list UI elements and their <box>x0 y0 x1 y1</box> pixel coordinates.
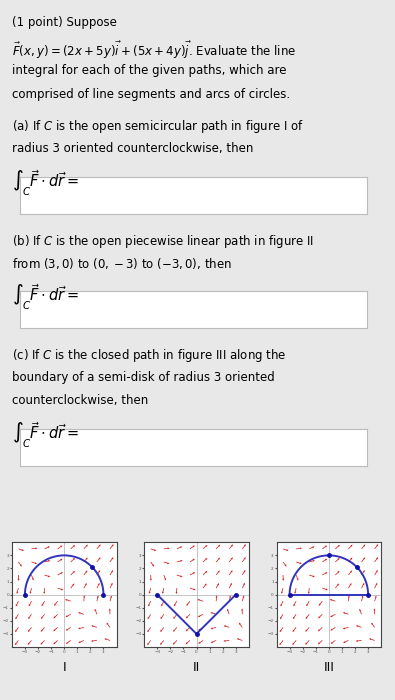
Text: II: II <box>193 661 200 674</box>
Text: (b) If $C$ is the open piecewise linear path in figure II: (b) If $C$ is the open piecewise linear … <box>12 232 314 250</box>
Text: from $(3, 0)$ to $(0, -3)$ to $(-3, 0)$, then: from $(3, 0)$ to $(0, -3)$ to $(-3, 0)$,… <box>12 256 232 272</box>
Text: counterclockwise, then: counterclockwise, then <box>12 394 148 407</box>
Text: integral for each of the given paths, which are: integral for each of the given paths, wh… <box>12 64 286 77</box>
Text: $\int_C \vec{F} \cdot d\vec{r} =$: $\int_C \vec{F} \cdot d\vec{r} =$ <box>12 169 79 198</box>
Text: (c) If $C$ is the closed path in figure III along the: (c) If $C$ is the closed path in figure … <box>12 346 286 364</box>
Text: $\int_C \vec{F} \cdot d\vec{r} =$: $\int_C \vec{F} \cdot d\vec{r} =$ <box>12 283 79 312</box>
Text: (1 point) Suppose: (1 point) Suppose <box>12 16 117 29</box>
Text: $\vec{F}(x, y) = (2x + 5y)\vec{i} + (5x + 4y)\vec{j}$. Evaluate the line: $\vec{F}(x, y) = (2x + 5y)\vec{i} + (5x … <box>12 40 296 61</box>
Text: comprised of line segments and arcs of circles.: comprised of line segments and arcs of c… <box>12 88 290 101</box>
Text: boundary of a semi-disk of radius 3 oriented: boundary of a semi-disk of radius 3 orie… <box>12 370 275 384</box>
Text: I: I <box>62 661 66 674</box>
Text: $\int_C \vec{F} \cdot d\vec{r} =$: $\int_C \vec{F} \cdot d\vec{r} =$ <box>12 421 79 450</box>
Text: (a) If $C$ is the open semicircular path in figure I of: (a) If $C$ is the open semicircular path… <box>12 118 304 135</box>
Text: radius 3 oriented counterclockwise, then: radius 3 oriented counterclockwise, then <box>12 142 253 155</box>
Text: III: III <box>324 661 334 674</box>
